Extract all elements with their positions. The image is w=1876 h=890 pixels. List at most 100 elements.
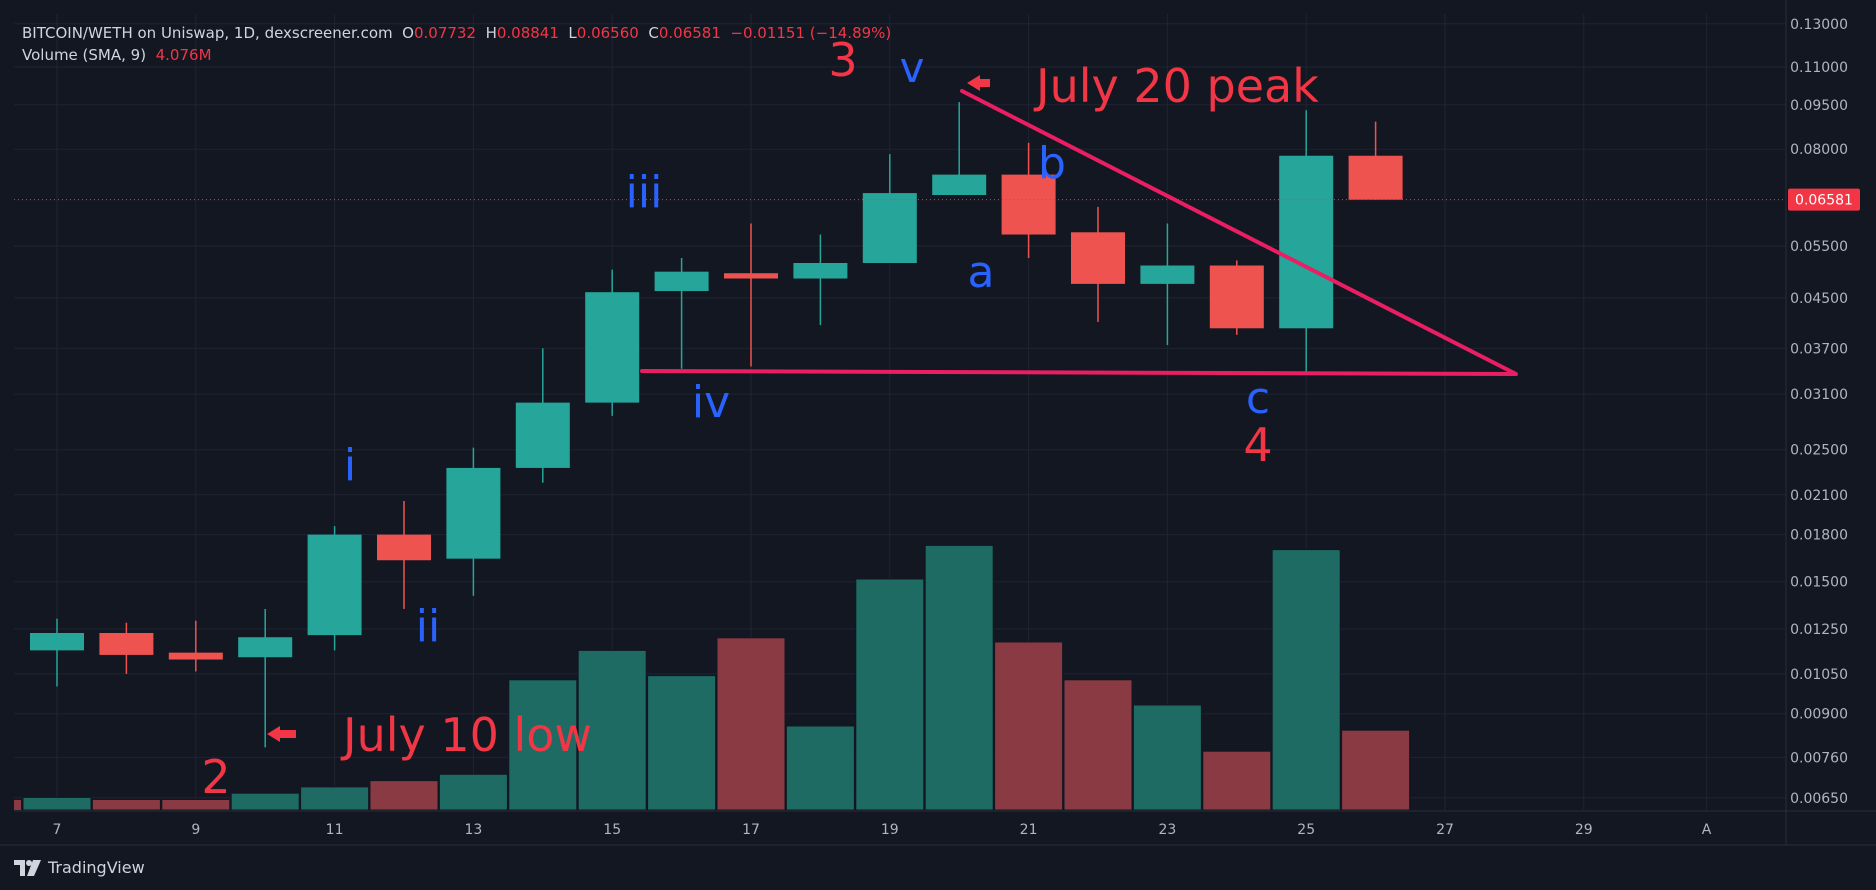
x-tick-label: 21 <box>1020 822 1038 838</box>
candle-body-down[interactable] <box>1071 232 1125 284</box>
candle-body-up[interactable] <box>1140 265 1195 284</box>
candle-body-up[interactable] <box>1279 155 1334 329</box>
annotation-label: 3 <box>828 33 857 87</box>
arrow-left-icon <box>267 726 296 742</box>
volume-bar-down <box>1341 729 1411 811</box>
annotation-label: v <box>900 43 925 92</box>
triangle-trendline[interactable] <box>640 89 1518 376</box>
candle-body-up[interactable] <box>307 534 362 636</box>
x-tick-label: 11 <box>326 822 344 838</box>
volume-bar-down <box>1063 679 1133 811</box>
change-value: −0.01151 (−14.89%) <box>730 24 892 42</box>
current-price-tag-label: 0.06581 <box>1795 193 1853 209</box>
y-tick-label: 0.02100 <box>1790 488 1848 504</box>
x-tick-label: 15 <box>603 822 621 838</box>
volume-bars <box>14 544 1411 811</box>
low-value: 0.06560 <box>576 24 639 42</box>
annotation-label: c <box>1246 373 1270 424</box>
tradingview-logo-icon <box>14 859 41 876</box>
x-tick-label: 9 <box>191 822 200 838</box>
open-label: O <box>402 24 414 42</box>
x-tick-label: A <box>1702 822 1712 838</box>
candle-body-down[interactable] <box>99 632 154 655</box>
y-tick-label: 0.13000 <box>1790 17 1848 33</box>
annotation-label: ii <box>416 601 440 652</box>
brand-name: TradingView <box>48 858 145 877</box>
candle-body-down[interactable] <box>377 534 431 561</box>
annotation-label: 2 <box>201 750 230 804</box>
x-tick-label: 19 <box>881 822 899 838</box>
symbol-title: BITCOIN/WETH on Uniswap, 1D, dexscreener… <box>22 24 393 42</box>
y-tick-label: 0.00650 <box>1790 791 1848 807</box>
annotation-label: July 20 peak <box>1033 59 1319 113</box>
volume-bar-up <box>924 544 994 811</box>
annotation-label: July 10 low <box>340 708 592 762</box>
volume-bar-down <box>161 799 231 811</box>
axes: 0.13000 0.11000 0.09500 0.08000 0.05500 0.045… <box>0 0 1876 846</box>
y-tick-label: 0.00900 <box>1790 707 1848 723</box>
x-tick-label: 29 <box>1575 822 1593 838</box>
volume-bar-up <box>855 578 925 811</box>
volume-bar-up <box>300 786 370 811</box>
x-tick-label: 7 <box>53 822 62 838</box>
volume-row: Volume (SMA, 9) 4.076M <box>22 44 891 66</box>
tradingview-logo[interactable]: TradingView <box>14 858 145 877</box>
volume-bar-down <box>716 637 786 811</box>
x-tick-label: 13 <box>464 822 482 838</box>
annotation-label: iii <box>626 167 663 218</box>
volume-bar-up <box>1271 549 1341 811</box>
y-tick-label: 0.03700 <box>1790 341 1848 357</box>
candle-body-down[interactable] <box>168 652 223 660</box>
arrow-left-icon <box>967 75 990 91</box>
candle-body-up[interactable] <box>585 292 640 403</box>
candle-body-up[interactable] <box>515 402 570 468</box>
annotation-label: i <box>344 440 356 491</box>
volume-bar-up <box>577 649 647 811</box>
volume-bar-up <box>508 679 578 811</box>
candle-body-down[interactable] <box>1348 155 1403 200</box>
high-label: H <box>485 24 497 42</box>
annotation-label: 4 <box>1243 418 1272 472</box>
trendlines <box>14 89 1786 376</box>
close-value: 0.06581 <box>658 24 721 42</box>
current-price-tag <box>1788 188 1860 211</box>
candle-body-down[interactable] <box>724 273 778 279</box>
volume-bar-down <box>369 780 439 811</box>
x-tick-label: 25 <box>1297 822 1315 838</box>
candle-body-up[interactable] <box>932 174 987 196</box>
volume-bar-down <box>994 641 1064 811</box>
candle-body-up[interactable] <box>446 467 501 559</box>
y-tick-label: 0.01050 <box>1790 667 1848 683</box>
open-value: 0.07732 <box>413 24 477 42</box>
volume-value: 4.076M <box>155 46 212 64</box>
annotation-label: iv <box>692 377 730 428</box>
y-tick-label: 0.08000 <box>1790 142 1848 158</box>
y-tick-label: 0.00760 <box>1790 750 1848 766</box>
candle-body-down[interactable] <box>1001 174 1056 235</box>
ohlc-row: BITCOIN/WETH on Uniswap, 1D, dexscreener… <box>22 22 891 44</box>
candle-body-up[interactable] <box>238 637 293 658</box>
y-tick-label: 0.09500 <box>1790 98 1848 114</box>
y-tick-label: 0.01250 <box>1790 622 1848 638</box>
y-tick-label: 0.01800 <box>1790 528 1848 544</box>
candle-body-up[interactable] <box>793 262 848 279</box>
chart-legend: BITCOIN/WETH on Uniswap, 1D, dexscreener… <box>22 22 891 66</box>
volume-bar-down <box>14 800 21 810</box>
y-tick-label: 0.01500 <box>1790 575 1848 591</box>
volume-bar-up <box>22 796 92 811</box>
y-tick-label: 0.02500 <box>1790 443 1848 459</box>
y-tick-label: 0.05500 <box>1790 239 1848 255</box>
candle-body-up[interactable] <box>30 632 84 651</box>
volume-bar-up <box>785 725 855 811</box>
x-tick-label: 27 <box>1436 822 1454 838</box>
candle-body-up[interactable] <box>654 271 709 292</box>
x-tick-label: 17 <box>742 822 760 838</box>
y-tick-label: 0.04500 <box>1790 291 1848 307</box>
candle-body-down[interactable] <box>1209 265 1264 329</box>
candle-body-up[interactable] <box>862 193 917 263</box>
annotation-label: a <box>968 247 995 298</box>
volume-bar-down <box>91 799 161 811</box>
y-tick-label: 0.03100 <box>1790 387 1848 403</box>
